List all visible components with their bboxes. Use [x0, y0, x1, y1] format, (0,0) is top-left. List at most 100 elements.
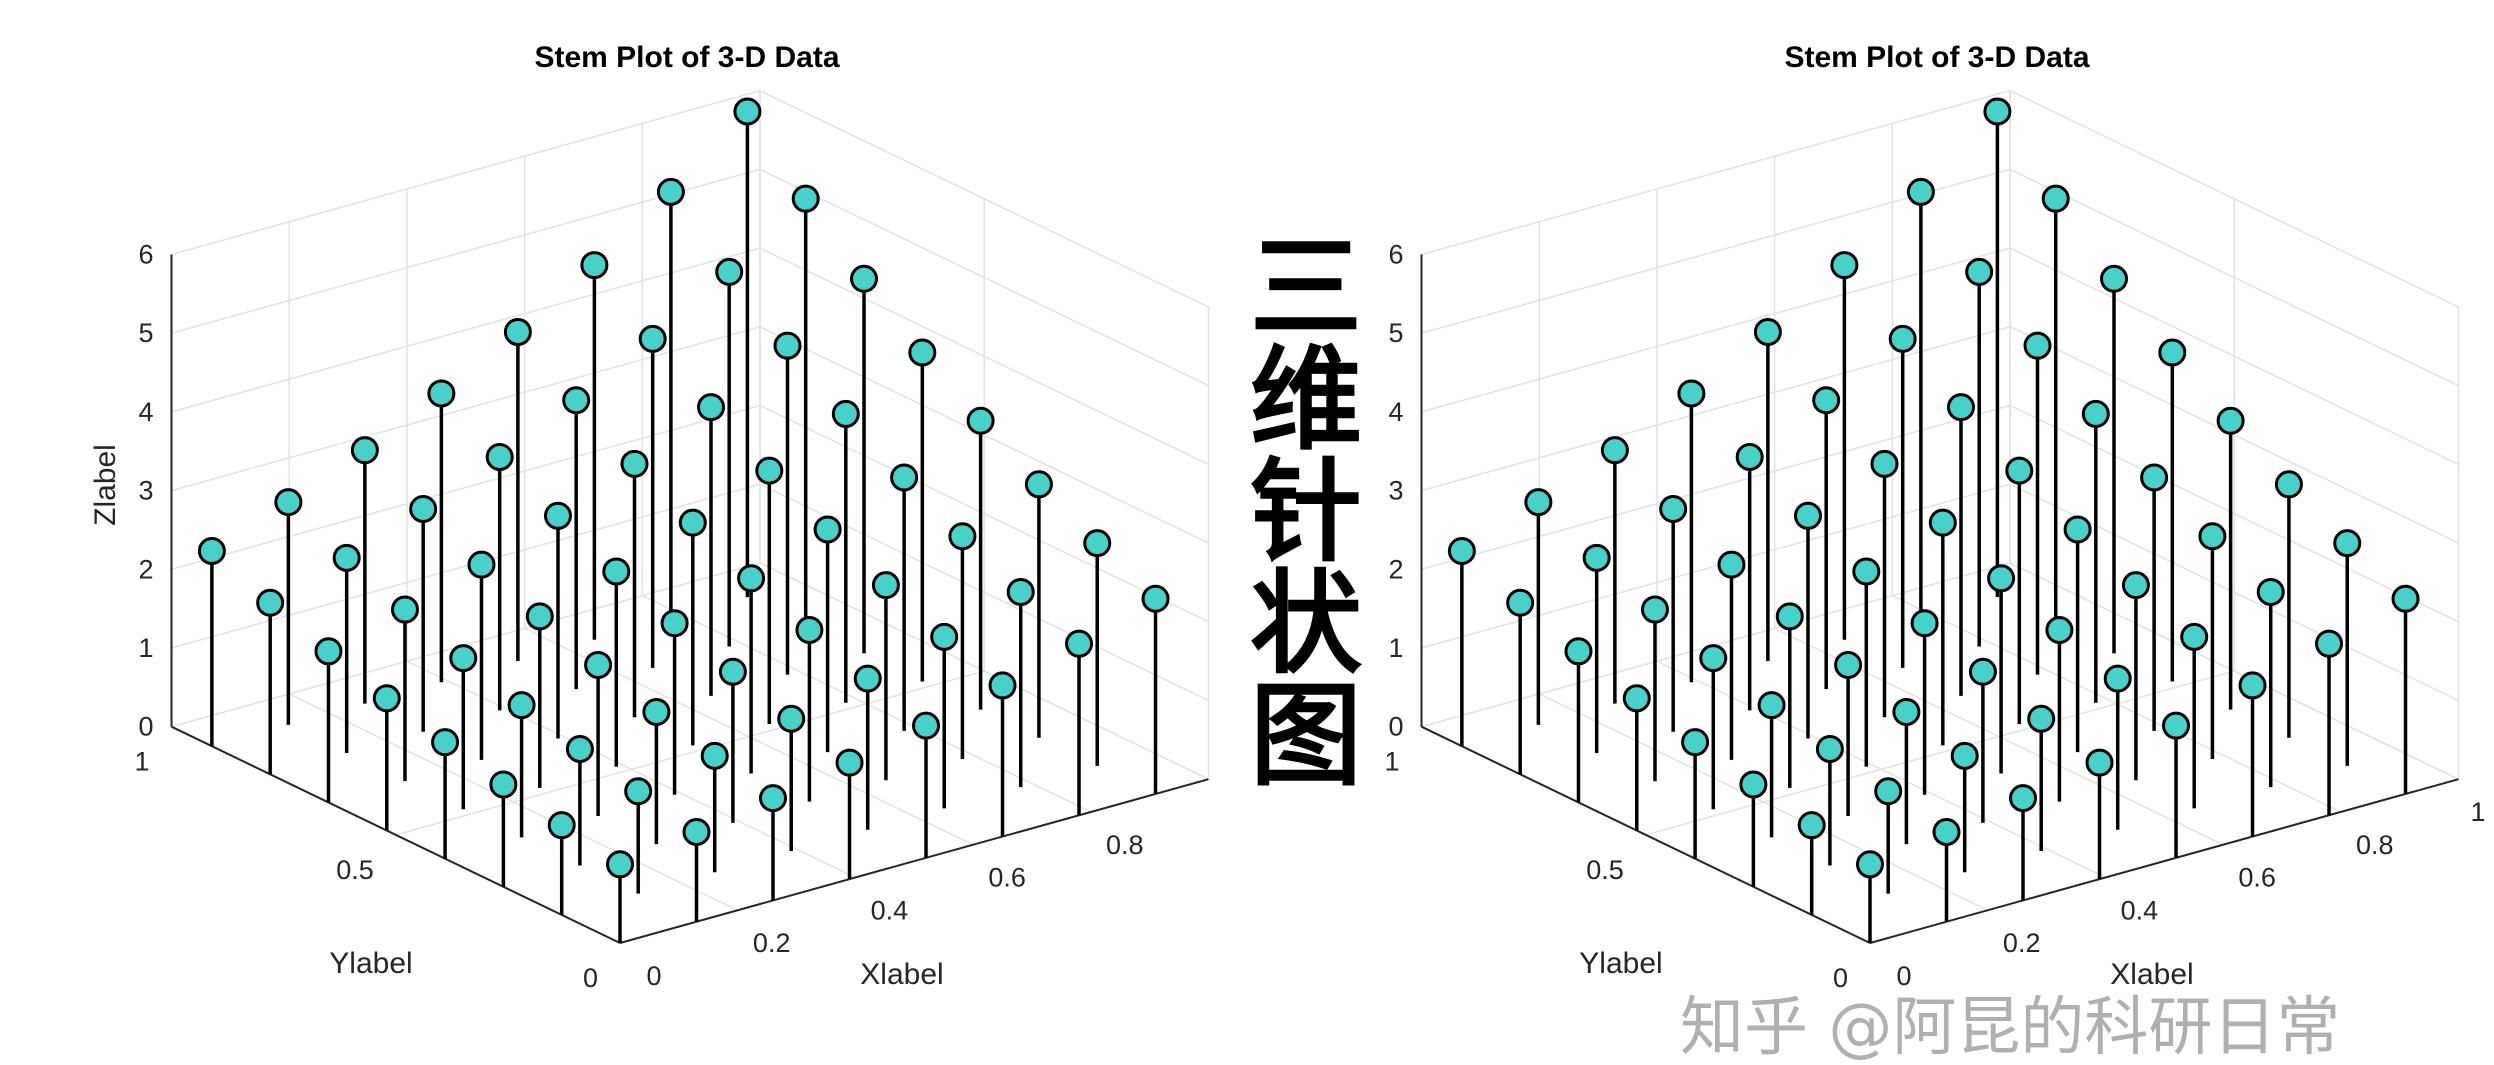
stem-marker	[1906, 177, 1935, 206]
stem-marker	[966, 406, 995, 435]
grid-line-y	[1645, 670, 2235, 836]
stem-marker	[831, 399, 860, 428]
z-tick-label: 5	[1388, 318, 1403, 348]
stem-marker	[733, 97, 762, 126]
stem-marker	[489, 770, 518, 799]
chart-title: Stem Plot of 3-D Data	[534, 41, 839, 74]
stem-marker	[1506, 588, 1535, 617]
x-axis-label: Xlabel	[860, 958, 943, 991]
x-tick-label: 0.4	[2121, 895, 2159, 925]
stem-marker	[1830, 251, 1859, 280]
stem-marker	[467, 550, 496, 579]
stem-marker	[1622, 684, 1651, 713]
stem-marker	[1582, 543, 1611, 572]
stem-marker	[908, 338, 937, 367]
stem-marker	[777, 704, 806, 733]
y-axis-line	[1421, 725, 1871, 944]
stem-marker	[1793, 501, 1822, 530]
stem-marker	[1006, 577, 1035, 606]
stem-marker	[2180, 622, 2209, 651]
stem-marker	[1659, 494, 1688, 523]
x-tick-label: 0	[1896, 961, 1911, 991]
stem-marker	[1141, 584, 1170, 613]
stem-marker	[1892, 697, 1921, 726]
center-calligraphy-title: 三维针状图	[1231, 228, 1362, 788]
stem-marker	[584, 650, 613, 679]
stem-marker	[2009, 784, 2038, 813]
stem-marker	[1735, 442, 1764, 471]
stem-marker	[1874, 777, 1903, 806]
stem-marker	[1834, 650, 1863, 679]
stem-marker	[547, 811, 576, 840]
z-axis-label: Zlabel	[89, 444, 122, 526]
stem-marker	[1983, 97, 2012, 126]
y-axis-label: Ylabel	[329, 947, 412, 980]
x-tick-label: 0.2	[753, 928, 791, 958]
stem-marker	[795, 616, 824, 645]
stem-marker	[853, 664, 882, 693]
stem-marker	[2162, 711, 2191, 740]
stem-marker	[1910, 609, 1939, 638]
stem-marker	[2315, 629, 2344, 658]
stem-marker	[850, 264, 879, 293]
stem-marker	[427, 379, 456, 408]
grid-line-z	[171, 404, 761, 571]
stem-marker	[678, 508, 707, 537]
stem-marker	[835, 748, 864, 777]
stem-marker	[372, 684, 401, 713]
z-tick-label: 6	[1388, 240, 1403, 270]
stem-marker	[390, 595, 419, 624]
stem-marker	[660, 609, 689, 638]
x-tick-label: 0.4	[871, 895, 909, 925]
x-tick-label: 0.6	[2238, 863, 2276, 893]
stem-marker	[1965, 257, 1994, 286]
stem-marker	[1717, 550, 1746, 579]
stem-marker	[2198, 522, 2227, 551]
z-tick-label: 3	[138, 476, 153, 506]
y-axis-line	[171, 725, 621, 944]
stem-marker	[948, 522, 977, 551]
y-tick-label: 0.5	[1586, 855, 1624, 885]
stem-marker	[624, 777, 653, 806]
stem-marker	[2274, 470, 2303, 499]
stem-marker	[1968, 657, 1997, 686]
stem-marker	[930, 622, 959, 651]
stem-marker	[755, 456, 784, 485]
stem-marker	[1699, 644, 1728, 673]
x-tick-label: 0.2	[2003, 928, 2041, 958]
stem-marker	[1447, 536, 1476, 565]
z-tick-label: 4	[1388, 397, 1403, 427]
stem-marker	[1947, 393, 1975, 422]
y-tick-label: 0.5	[336, 855, 374, 885]
stem-marker	[449, 644, 478, 673]
stem-marker	[700, 741, 729, 770]
stem-marker	[580, 251, 609, 280]
y-tick-label: 0	[583, 963, 598, 993]
stem-marker	[1888, 324, 1917, 353]
stem-marker	[525, 602, 554, 631]
stem-marker	[1950, 741, 1979, 770]
stem-marker	[350, 436, 379, 465]
stem-marker	[409, 494, 438, 523]
stem-marker	[1757, 691, 1786, 720]
stem-marker	[2140, 463, 2169, 492]
grid-line-z	[1421, 404, 2011, 571]
z-tick-label: 2	[1388, 554, 1403, 584]
stem-marker	[1815, 734, 1844, 763]
stem-marker	[737, 564, 766, 593]
stem-marker	[2081, 399, 2110, 428]
stem-marker	[912, 711, 941, 740]
stem-marker	[1987, 564, 2016, 593]
stem-marker	[759, 784, 788, 813]
stem-marker	[697, 393, 725, 422]
z-tick-label: 2	[138, 554, 153, 584]
x-axis-label: Xlabel	[2110, 958, 2193, 991]
stem-marker	[2158, 338, 2187, 367]
x-tick-label: 0.8	[1106, 830, 1144, 860]
stem-marker	[2041, 184, 2070, 213]
chart-1: 0 1 2 3 4 5 6 0 0.5 1 0 0.2 0.4 0.6 0.8 Stem Plot of 3-…	[89, 41, 1210, 993]
z-tick-label: 0	[1388, 712, 1403, 742]
stem-marker	[431, 728, 460, 757]
stem-marker	[1065, 629, 1094, 658]
